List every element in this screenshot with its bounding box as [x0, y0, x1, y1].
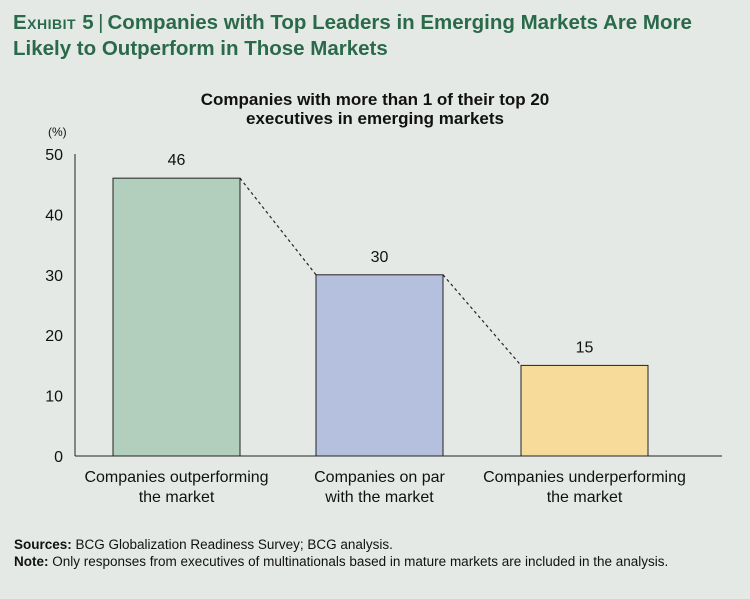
- x-category-label: Companies underperforming: [483, 469, 686, 486]
- exhibit-title: Exhibit 5 | Companies with Top Leaders in …: [13, 10, 743, 62]
- y-tick-label: 30: [45, 268, 63, 285]
- x-category-label: Companies outperforming: [84, 469, 268, 486]
- x-category-label: the market: [547, 489, 623, 506]
- y-unit-label: (%): [48, 125, 67, 139]
- bar-value-label: 30: [371, 249, 389, 266]
- sources-text: BCG Globalization Readiness Survey; BCG …: [71, 537, 393, 552]
- exhibit-label: Exhibit 5: [13, 11, 95, 34]
- chart-title-line: Companies with more than 1 of their top …: [201, 90, 550, 109]
- y-tick-label: 10: [45, 389, 63, 406]
- footnotes: Sources: BCG Globalization Readiness Sur…: [14, 536, 714, 570]
- x-category-label: Companies on par: [314, 469, 445, 486]
- exhibit-headline: Companies with Top Leaders in Emerging M…: [13, 11, 692, 60]
- note-label: Note:: [14, 554, 49, 569]
- x-category-label: the market: [139, 489, 215, 506]
- y-tick-label: 20: [45, 328, 63, 345]
- bar-value-label: 15: [576, 339, 594, 356]
- bar: [520, 364, 649, 457]
- x-category-label: with the market: [324, 489, 434, 506]
- sources-label: Sources:: [14, 537, 72, 552]
- bar-value-label: 46: [168, 152, 186, 169]
- note-text: Only responses from executives of multin…: [48, 554, 669, 569]
- bar: [315, 274, 444, 457]
- y-tick-label: 50: [45, 147, 63, 164]
- sources-line: Sources: BCG Globalization Readiness Sur…: [14, 536, 714, 553]
- chart-title-line: executives in emerging markets: [246, 109, 504, 128]
- y-tick-label: 40: [45, 207, 63, 224]
- connector-line: [239, 177, 317, 276]
- bar-chart: Companies with more than 1 of their top …: [45, 90, 722, 506]
- y-tick-label: 0: [54, 449, 63, 466]
- bar: [112, 177, 241, 457]
- connector-line: [442, 274, 522, 366]
- title-separator: |: [98, 11, 104, 34]
- note-line: Note: Only responses from executives of …: [14, 553, 714, 570]
